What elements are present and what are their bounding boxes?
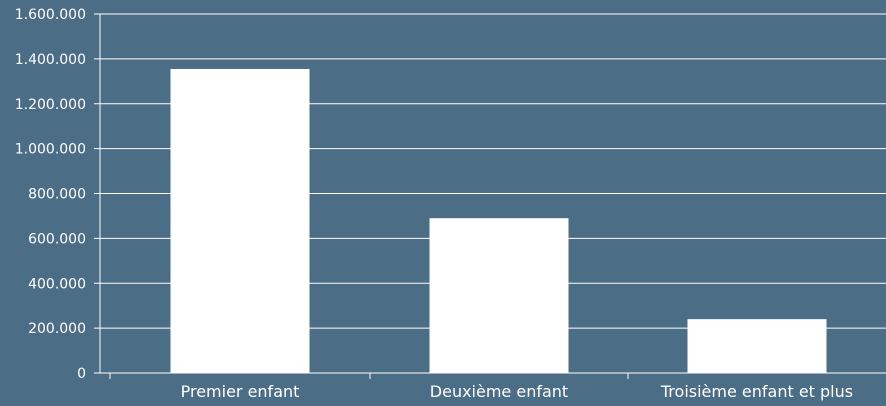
x-category-label: Deuxième enfant <box>430 382 568 401</box>
x-category-label: Premier enfant <box>181 382 300 401</box>
x-category-label: Troisième enfant et plus <box>660 382 853 401</box>
y-tick-label: 200.000 <box>28 321 86 337</box>
axis-labels: 0 200.000 400.000 600.000 800.000 1.000.000 1.… <box>15 7 853 401</box>
y-tick-label: 1.000.000 <box>15 142 86 158</box>
bar <box>687 319 827 373</box>
y-tick-label: 1.600.000 <box>15 7 86 23</box>
bar <box>429 218 569 373</box>
y-tick-label: 400.000 <box>28 276 86 292</box>
bars <box>170 68 827 374</box>
y-tick-label: 800.000 <box>28 187 86 203</box>
y-tick-label: 0 <box>77 366 86 382</box>
y-tick-label: 600.000 <box>28 231 86 247</box>
y-tick-label: 1.200.000 <box>15 97 86 113</box>
bar <box>170 68 310 374</box>
y-tick-label: 1.400.000 <box>15 52 86 68</box>
